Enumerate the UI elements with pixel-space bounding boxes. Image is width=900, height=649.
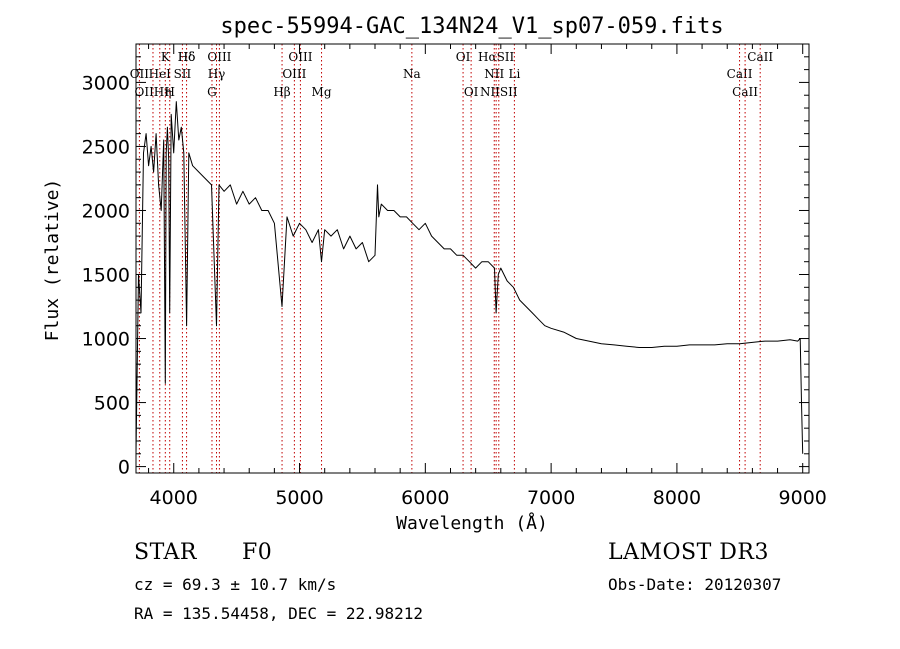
- coordinates-readout: RA = 135.54458, DEC = 22.98212: [134, 604, 423, 623]
- y-tick-label: 3000: [82, 72, 130, 94]
- spectral-line-label: Na: [403, 67, 421, 81]
- x-axis-label: Wavelength (Å): [396, 512, 548, 534]
- spectral-line-label: OIII: [207, 50, 231, 64]
- redshift-readout: cz = 69.3 ± 10.7 km/s: [134, 575, 337, 594]
- spectral-line-label: CaII: [747, 50, 773, 64]
- y-axis-label: Flux (relative): [42, 179, 63, 342]
- spectral-line-label: OIIHη: [134, 85, 171, 99]
- y-axis: 0 500 1000 1500 2000 2500 3000: [82, 56, 809, 479]
- observation-date: Obs-Date: 20120307: [608, 575, 782, 594]
- y-tick-label: 1000: [82, 329, 130, 351]
- spectral-line-label: K: [161, 50, 171, 64]
- spectral-line-label: Hδ: [178, 50, 196, 64]
- spectral-line-label: H: [164, 85, 174, 99]
- spectral-line-label: OIII: [288, 50, 312, 64]
- spectral-line-label: OI: [464, 85, 479, 99]
- y-tick-label: 0: [118, 457, 130, 479]
- spectral-line-label: Mg: [312, 85, 332, 99]
- y-tick-label: 1500: [82, 265, 130, 287]
- spectral-line-label: Hβ: [273, 85, 290, 99]
- survey-name: LAMOST DR3: [608, 540, 769, 565]
- y-tick-label: 2500: [82, 136, 130, 158]
- spectral-line-label: G: [207, 85, 217, 99]
- x-tick-label: 5000: [275, 487, 323, 509]
- x-tick-label: 9000: [779, 487, 827, 509]
- object-subclass: F0: [242, 540, 273, 565]
- spectral-line-label: Li: [508, 67, 520, 81]
- spectral-line-label: CaII: [732, 85, 758, 99]
- chart-title: spec-55994-GAC_134N24_V1_sp07-059.fits: [220, 14, 723, 39]
- spectral-line-label: Hγ: [208, 67, 226, 81]
- spectral-line-label: NIISII: [480, 85, 518, 99]
- spectral-line-label: OII: [130, 67, 150, 81]
- spectral-line-label: HeI: [149, 67, 172, 81]
- y-tick-label: 500: [94, 393, 130, 415]
- y-tick-label: 2000: [82, 200, 130, 222]
- spectral-line-label: OIII: [282, 67, 306, 81]
- x-tick-label: 8000: [653, 487, 701, 509]
- spectrum-series-line: [135, 101, 804, 454]
- spectral-line-label: OI: [456, 50, 471, 64]
- x-tick-label: 6000: [401, 487, 449, 509]
- plot-area-frame: [135, 43, 810, 474]
- spectral-line-label: SII: [174, 67, 192, 81]
- x-axis: 4000 5000 6000 7000 8000 9000: [148, 44, 827, 509]
- spectral-line-label: HαSII: [478, 50, 515, 64]
- spectral-line-label: CaII: [727, 67, 753, 81]
- x-tick-label: 4000: [150, 487, 198, 509]
- series-layer: [135, 101, 804, 454]
- x-tick-label: 7000: [527, 487, 575, 509]
- object-class: STAR: [134, 540, 197, 565]
- spectral-line-label: NII: [484, 67, 504, 81]
